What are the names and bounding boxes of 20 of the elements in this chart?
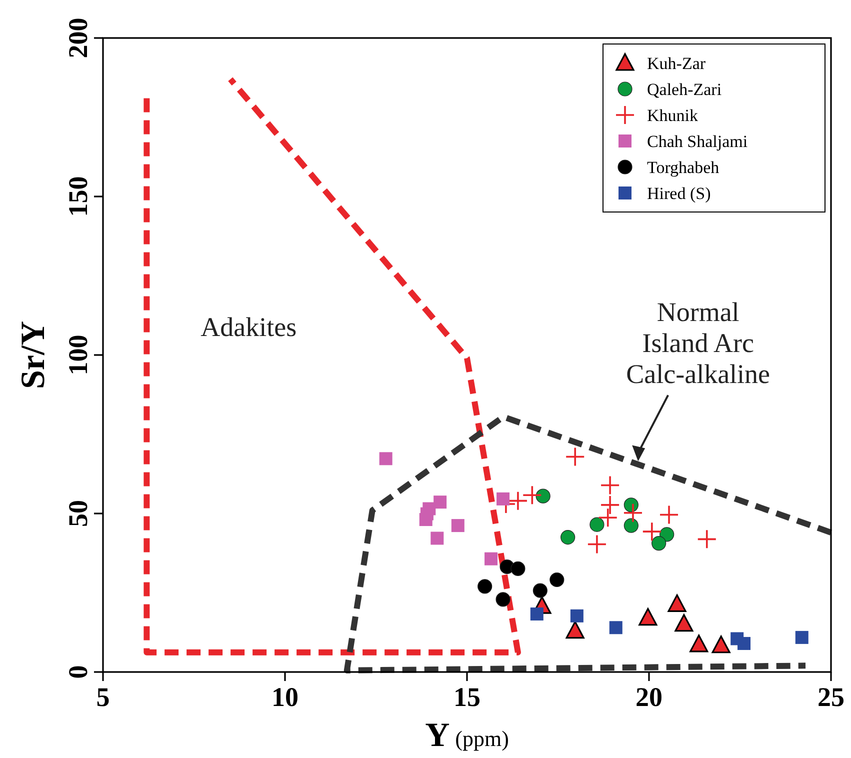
y-axis-title: Sr/Y [15,321,52,389]
legend-label: Chah Shaljami [647,132,748,151]
y-tick-label: 0 [63,665,93,679]
y-tick-label: 50 [63,500,93,527]
legend-label: Kuh-Zar [647,54,706,73]
x-axis-title: Y (ppm) [425,717,509,754]
y-tick-label: 150 [63,176,93,217]
annotation: Normal Island Arc Calc-alkaline [626,297,770,390]
x-tick-label: 10 [272,682,298,712]
y-tick-label: 200 [63,18,93,58]
x-tick-label: 15 [454,682,480,712]
legend-label: Torghabeh [647,158,720,177]
x-tick-label: 5 [96,682,110,712]
legend-label: Hired (S) [647,184,711,203]
y-tick-label: 100 [63,334,93,376]
legend-label: Khunik [647,106,698,125]
x-tick-label: 25 [818,682,844,712]
legend-label: Qaleh-Zari [647,80,722,99]
annotation: Adakites [200,312,297,342]
x-tick-label: 20 [636,682,662,712]
